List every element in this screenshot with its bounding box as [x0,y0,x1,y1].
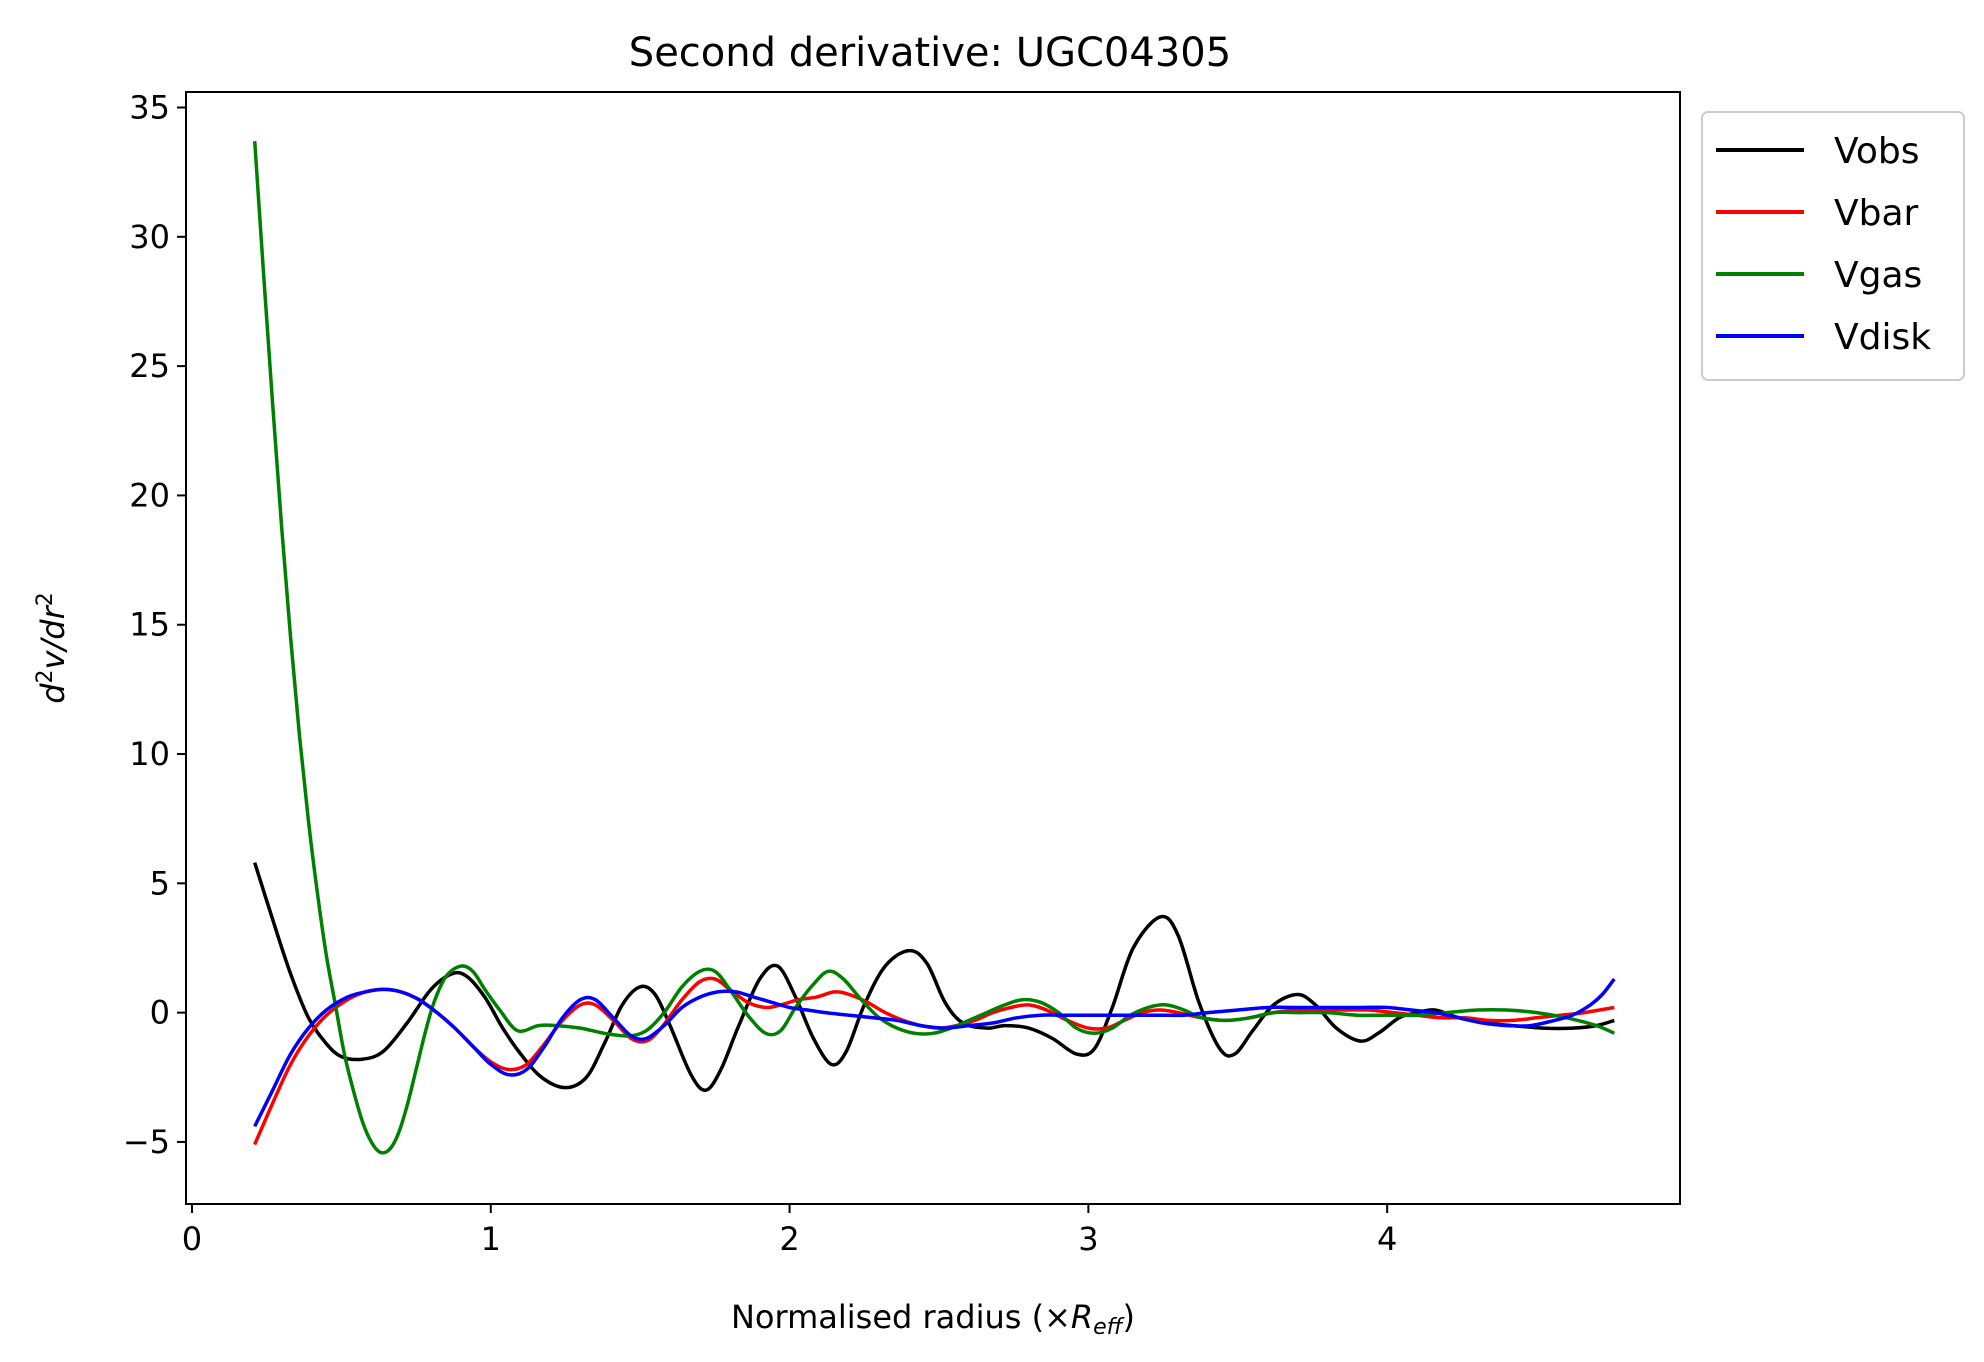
legend: Vobs Vbar Vgas Vdisk [1701,111,1965,381]
y-axis-label: d2v/dr2 [33,592,72,704]
legend-box [1701,111,1965,381]
y-tick-label: 0 [150,994,170,1032]
legend-label-vobs: Vobs [1834,131,1919,172]
series-line-vgas [252,140,1616,1155]
series-line-vobs [253,862,1615,1092]
y-tick-label: 20 [129,476,170,514]
legend-label-vdisk: Vdisk [1834,317,1931,358]
series-layer [252,140,1616,1155]
x-tick-label: 1 [481,1220,501,1258]
y-tick-label: 10 [129,735,170,773]
legend-label-vbar: Vbar [1834,193,1919,234]
y-tick-label: 15 [129,606,170,644]
legend-items: Vobs Vbar Vgas Vdisk [1716,131,1931,358]
plot-area: 0 1 2 3 4 −5 0 5 10 15 20 25 30 35 [123,89,1681,1258]
y-tick-label: 35 [129,89,170,127]
x-tick-label: 0 [182,1220,202,1258]
x-axis-label: Normalised radius (×Reff) [731,1298,1135,1340]
y-tick-label: −5 [123,1123,170,1161]
y-axis: −5 0 5 10 15 20 25 30 35 [123,89,186,1161]
y-tick-label: 30 [129,218,170,256]
series-line-vdisk [253,977,1616,1128]
x-tick-label: 3 [1078,1220,1098,1258]
legend-label-vgas: Vgas [1834,255,1922,296]
y-tick-label: 25 [129,347,170,385]
x-tick-label: 2 [779,1220,799,1258]
x-axis: 0 1 2 3 4 [182,1204,1397,1258]
chart-title: Second derivative: UGC04305 [629,30,1231,76]
plot-border [185,91,1681,1205]
y-tick-label: 5 [150,864,170,902]
x-tick-label: 4 [1377,1220,1397,1258]
plot-frame [186,92,1680,1204]
